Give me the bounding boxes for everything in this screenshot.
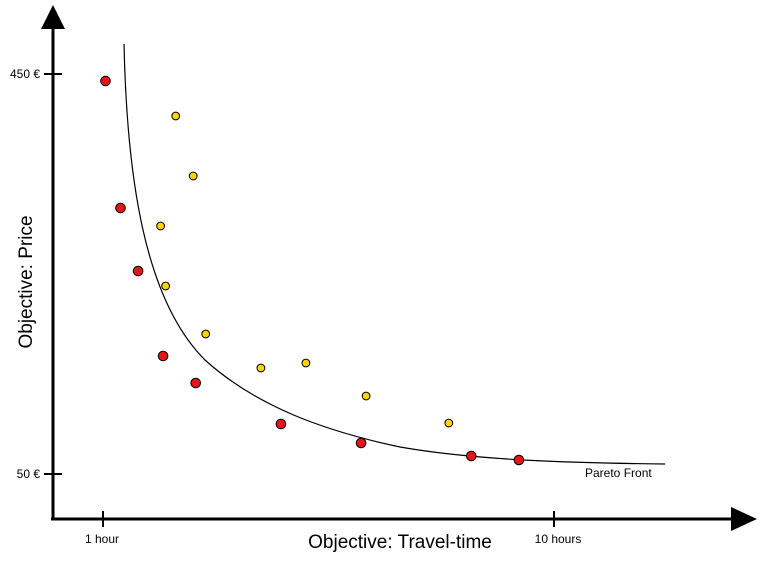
y-axis-arrowhead [41,5,65,29]
y-tick-label-450: 450 € [10,67,40,81]
dominated-point-9 [444,418,454,428]
x-tick-label-1-hour: 1 hour [85,532,119,546]
pareto-point-3 [132,265,144,277]
dominated-solutions-group [156,111,454,428]
pareto-point-1 [100,75,111,87]
y-tick-label-50: 50 € [17,467,41,481]
pareto-point-4 [157,350,169,362]
y-axis-title: Objective: Price [16,215,37,348]
pareto-point-5 [190,377,201,389]
pareto-point-7 [355,437,367,449]
pareto-optimal-solutions-group [100,75,525,466]
pareto-point-9 [513,454,525,466]
dominated-point-1 [171,111,181,121]
dominated-point-8 [361,391,371,401]
pareto-point-2 [115,202,126,214]
dominated-point-5 [201,329,211,339]
x-axis-arrowhead [731,507,757,531]
pareto-point-6 [275,418,287,430]
dominated-point-3 [156,221,166,231]
pareto-front-label: Pareto Front [585,466,652,480]
x-axis-title: Objective: Travel-time [308,532,492,553]
dominated-point-6 [256,363,266,373]
x-tick-label-10-hours: 10 hours [535,532,582,546]
pareto-front-curve [123,43,666,465]
pareto-point-8 [466,450,477,462]
dominated-point-4 [161,281,171,291]
dominated-point-7 [301,358,311,368]
dominated-point-2 [188,171,198,181]
